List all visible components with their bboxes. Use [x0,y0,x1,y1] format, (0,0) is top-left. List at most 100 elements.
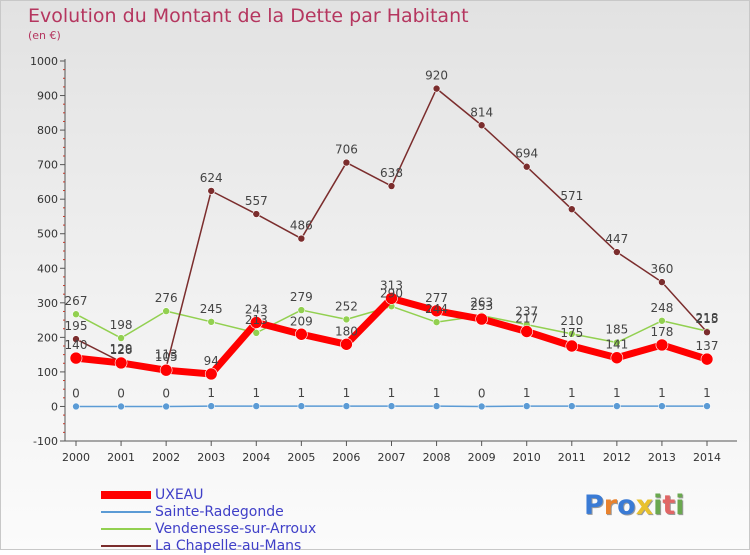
data-point [523,403,530,410]
data-point [704,329,711,336]
data-point [118,403,125,410]
data-label: 1 [388,386,396,400]
data-label: 1 [298,386,306,400]
legend-label: UXEAU [155,487,204,503]
legend-swatch [101,528,151,530]
data-point [298,235,305,242]
data-label: 1 [343,386,351,400]
data-point [658,317,665,324]
data-label: 248 [650,301,673,315]
data-label: 195 [65,319,88,333]
data-label: 694 [515,147,538,161]
data-point [433,319,440,326]
data-label: 277 [425,291,448,305]
data-label: 1 [252,386,260,400]
data-point [160,364,172,376]
data-label: 0 [72,386,80,400]
data-point [568,206,575,213]
data-point [343,403,350,410]
data-point [163,308,170,315]
data-point [298,403,305,410]
data-label: 253 [470,299,493,313]
data-point [658,403,665,410]
data-label: 571 [560,189,583,203]
data-label: 1 [523,386,531,400]
x-tick-label: 2012 [603,451,631,464]
logo-letter: i [653,490,662,521]
data-label: 486 [290,219,313,233]
x-tick-label: 2003 [197,451,225,464]
logo-letter: o [617,490,636,521]
data-point [521,325,533,337]
data-label: 706 [335,143,358,157]
data-point [253,211,260,218]
x-tick-label: 2009 [468,451,496,464]
data-point [523,163,530,170]
data-label: 638 [380,166,403,180]
data-label: 198 [110,318,133,332]
data-label: 1 [658,386,666,400]
logo-letter: i [675,490,684,521]
data-point [73,403,80,410]
legend-label: Sainte-Radegonde [155,504,284,520]
data-point [658,279,665,286]
data-label: 624 [200,171,223,185]
data-label: 1 [433,386,441,400]
y-tick-label: 200 [37,331,58,344]
data-label: 0 [117,386,125,400]
data-point [208,187,215,194]
data-point [478,122,485,129]
data-point [566,340,578,352]
legend-swatch [101,511,151,513]
data-point [613,249,620,256]
data-point [208,318,215,325]
data-point [433,403,440,410]
x-tick-label: 2000 [62,451,90,464]
y-tick-label: 0 [51,400,58,413]
data-label: 1 [703,386,711,400]
y-tick-label: 300 [37,297,58,310]
data-label: 276 [155,291,178,305]
data-label: 279 [290,290,313,304]
data-label: 447 [605,232,628,246]
data-label: 180 [335,324,358,338]
data-point [340,338,352,350]
data-point [208,403,215,410]
y-tick-label: 800 [37,124,58,137]
legend-swatch [101,491,151,499]
data-point [656,339,668,351]
y-tick-label: 100 [37,366,58,379]
data-point [343,316,350,323]
data-label: 360 [650,262,673,276]
x-tick-label: 2013 [648,451,676,464]
data-point [568,403,575,410]
data-label: 313 [380,278,403,292]
data-label: 141 [605,338,628,352]
data-point [611,352,623,364]
data-label: 94 [204,354,219,368]
proxiti-logo: Proxiti [584,490,685,521]
data-label: 178 [650,325,673,339]
data-point [118,335,125,342]
x-tick-label: 2014 [693,451,721,464]
x-tick-label: 2007 [378,451,406,464]
data-point [253,403,260,410]
x-tick-label: 2008 [423,451,451,464]
data-point [205,368,217,380]
y-tick-label: 1000 [30,55,58,68]
data-point [73,311,80,318]
x-tick-label: 2010 [513,451,541,464]
y-tick-label: -100 [33,435,58,448]
data-point [433,85,440,92]
data-point [163,403,170,410]
legend-swatch [101,545,151,547]
logo-letter: r [604,490,617,521]
data-point [388,183,395,190]
data-label: 137 [696,339,719,353]
data-label: 215 [696,312,719,326]
x-tick-label: 2005 [287,451,315,464]
data-point [613,403,620,410]
legend-label: Vendenesse-sur-Arroux [155,521,316,537]
data-point [343,159,350,166]
